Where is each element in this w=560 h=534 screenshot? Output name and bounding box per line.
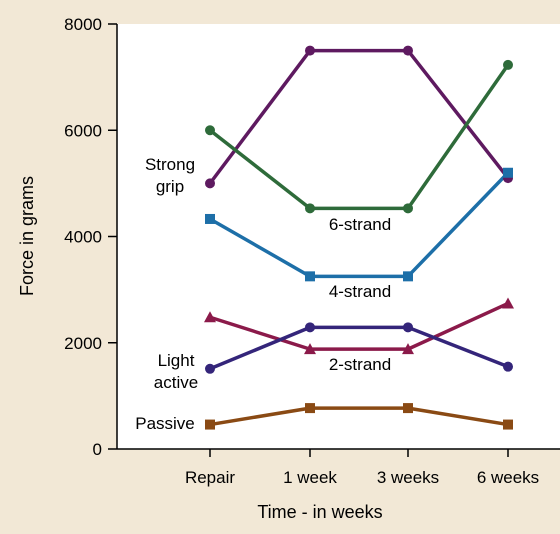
series-1-point-2 (403, 203, 413, 214)
series-line-5 (209, 406, 509, 427)
annotation-light-active-1: active (154, 373, 198, 392)
annotation-two-strand-0: 2-strand (329, 355, 391, 374)
annotation-light-active-0: Light (158, 351, 195, 370)
series-line-2 (209, 171, 510, 279)
annotation-strong-grip-0: Strong (145, 155, 195, 174)
series-line-1 (208, 63, 510, 211)
x-axis-title: Time - in weeks (257, 502, 382, 522)
x-tick-label-0: Repair (185, 468, 235, 487)
series-3-point-1 (304, 343, 316, 355)
series-4-point-2 (403, 322, 413, 333)
series-line-3 (209, 301, 509, 351)
y-tick-label-2: 4000 (64, 228, 102, 247)
x-tick-label-3: 6 weeks (477, 468, 539, 487)
series-2-point-3 (503, 167, 513, 178)
series-0-point-0 (205, 178, 215, 189)
series-5-point-0 (205, 419, 215, 430)
series-5-point-2 (403, 403, 413, 414)
y-tick-label-3: 6000 (64, 121, 102, 140)
series-3-point-3 (502, 297, 514, 309)
annotation-six-strand-0: 6-strand (329, 215, 391, 234)
series-2-point-1 (305, 271, 315, 282)
series-1-point-0 (205, 125, 215, 136)
series-0-point-2 (403, 45, 413, 56)
series-line-0 (208, 48, 510, 185)
series-4-point-1 (305, 322, 315, 333)
annotations: Strong grip 6-strand 4-strand 2-strand Light a… (135, 155, 391, 433)
series-0-point-1 (305, 45, 315, 56)
series-1-point-3 (503, 59, 513, 70)
series-line-4 (209, 325, 509, 371)
x-tick-label-1: 1 week (283, 468, 337, 487)
series-1-point-1 (305, 203, 315, 214)
y-tick-label-0: 0 (93, 440, 102, 459)
series-3-point-2 (402, 343, 414, 355)
series-5-point-3 (503, 419, 513, 430)
series-4-point-0 (205, 363, 215, 374)
x-tick-label-2: 3 weeks (377, 468, 439, 487)
y-axis-title: Force in grams (17, 176, 37, 296)
annotation-four-strand-0: 4-strand (329, 282, 391, 301)
series-lines (208, 48, 510, 427)
series-3-point-0 (204, 311, 216, 323)
y-tick-label-4: 8000 (64, 15, 102, 34)
series-markers (204, 45, 514, 430)
annotation-passive-0: Passive (135, 414, 195, 433)
annotation-strong-grip-1: grip (156, 177, 184, 196)
axes: 0 2000 4000 6000 8000 Repair 1 week 3 weeks 6 we… (64, 15, 560, 487)
series-5-point-1 (305, 403, 315, 414)
series-4-point-3 (503, 361, 513, 372)
series-2-point-0 (205, 213, 215, 224)
series-2-point-2 (403, 271, 413, 282)
y-tick-label-1: 2000 (64, 334, 102, 353)
